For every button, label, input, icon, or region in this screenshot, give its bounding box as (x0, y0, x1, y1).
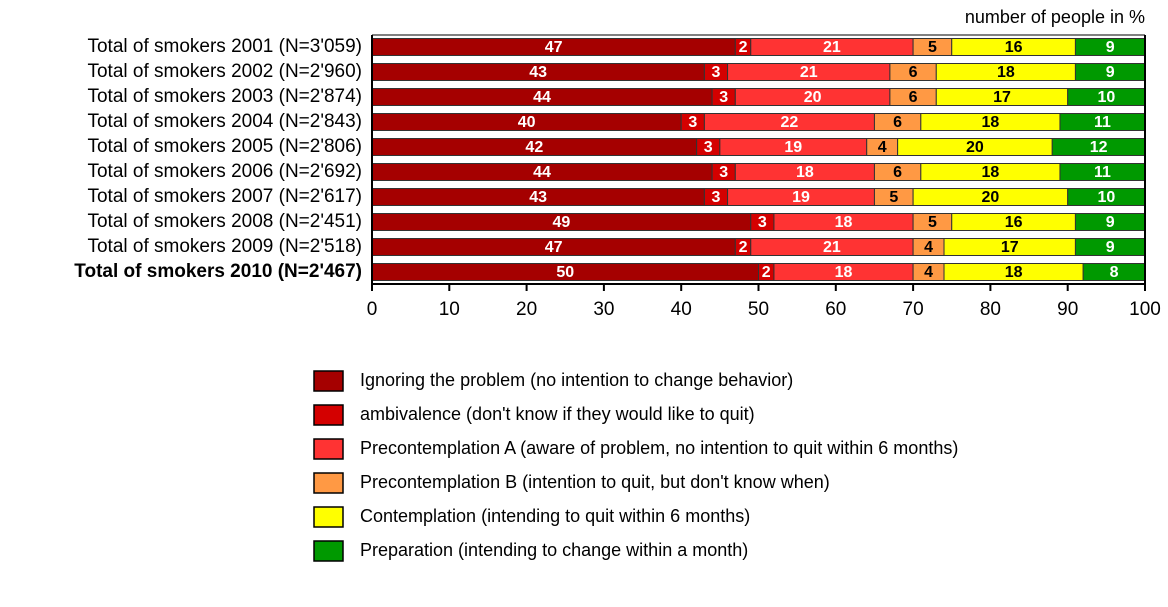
x-tick-label: 60 (825, 299, 846, 320)
legend-label: ambivalence (don't know if they would li… (360, 404, 755, 424)
value-label: 3 (712, 189, 721, 206)
legend-label: Precontemplation A (aware of problem, no… (360, 438, 958, 458)
value-label: 50 (556, 264, 574, 281)
value-label: 3 (758, 214, 767, 231)
x-tick-label: 50 (748, 299, 769, 320)
category-label: Total of smokers 2005 (N=2'806) (87, 136, 362, 157)
legend-swatch (313, 404, 344, 426)
value-label: 18 (997, 64, 1015, 81)
value-label: 11 (1094, 114, 1111, 131)
value-label: 47 (545, 239, 563, 256)
value-label: 3 (688, 114, 697, 131)
value-label: 2 (739, 39, 748, 56)
category-label: Total of smokers 2007 (N=2'617) (87, 186, 362, 207)
value-label: 3 (704, 139, 713, 156)
category-label: Total of smokers 2001 (N=3'059) (87, 36, 362, 57)
value-label: 2 (762, 264, 771, 281)
value-label: 6 (893, 114, 902, 131)
value-label: 18 (982, 114, 1000, 131)
axis-label: number of people in % (965, 7, 1145, 27)
value-label: 5 (928, 39, 937, 56)
value-label: 9 (1106, 214, 1115, 231)
value-label: 43 (529, 189, 547, 206)
value-label: 18 (835, 264, 853, 281)
legend-swatch (313, 438, 344, 460)
value-label: 44 (533, 164, 551, 181)
legend-swatch (313, 506, 344, 528)
value-label: 6 (909, 64, 918, 81)
value-label: 18 (1005, 264, 1023, 281)
category-label: Total of smokers 2002 (N=2'960) (87, 61, 362, 82)
value-label: 20 (966, 139, 984, 156)
value-label: 21 (823, 39, 841, 56)
category-label: Total of smokers 2004 (N=2'843) (87, 111, 362, 132)
value-label: 22 (781, 114, 799, 131)
value-label: 11 (1094, 164, 1111, 181)
value-label: 2 (739, 239, 748, 256)
value-label: 16 (1005, 39, 1023, 56)
value-label: 3 (719, 89, 728, 106)
value-label: 5 (928, 214, 937, 231)
legend-label: Ignoring the problem (no intention to ch… (360, 370, 793, 390)
value-label: 42 (525, 139, 543, 156)
category-label: Total of smokers 2006 (N=2'692) (87, 161, 362, 182)
value-label: 10 (1097, 189, 1115, 206)
x-tick-label: 20 (516, 299, 537, 320)
legend-label: Preparation (intending to change within … (360, 540, 748, 560)
category-label: Total of smokers 2003 (N=2'874) (87, 86, 362, 107)
legend-label: Contemplation (intending to quit within … (360, 506, 750, 526)
legend-swatch (313, 540, 344, 562)
x-tick-label: 70 (903, 299, 924, 320)
value-label: 19 (792, 189, 810, 206)
value-label: 9 (1106, 39, 1115, 56)
value-label: 21 (823, 239, 841, 256)
value-label: 9 (1106, 239, 1115, 256)
value-label: 20 (982, 189, 1000, 206)
value-label: 17 (993, 89, 1011, 106)
value-label: 44 (533, 89, 551, 106)
value-label: 3 (712, 64, 721, 81)
x-tick-label: 10 (439, 299, 460, 320)
category-label: Total of smokers 2008 (N=2'451) (87, 211, 362, 232)
x-tick-label: 30 (593, 299, 614, 320)
value-label: 3 (719, 164, 728, 181)
value-label: 10 (1097, 89, 1115, 106)
value-label: 49 (552, 214, 570, 231)
value-label: 18 (835, 214, 853, 231)
x-tick-label: 40 (671, 299, 692, 320)
value-label: 8 (1110, 264, 1119, 281)
value-label: 16 (1005, 214, 1023, 231)
x-tick-label: 80 (980, 299, 1001, 320)
value-label: 18 (982, 164, 1000, 181)
value-label: 4 (924, 264, 933, 281)
legend-label: Precontemplation B (intention to quit, b… (360, 472, 830, 492)
category-label: Total of smokers 2009 (N=2'518) (87, 236, 362, 257)
value-label: 4 (924, 239, 933, 256)
value-label: 6 (893, 164, 902, 181)
value-label: 9 (1106, 64, 1115, 81)
x-tick-label: 100 (1129, 299, 1161, 320)
category-label: Total of smokers 2010 (N=2'467) (74, 261, 362, 282)
value-label: 21 (800, 64, 818, 81)
value-label: 20 (804, 89, 822, 106)
value-label: 4 (878, 139, 887, 156)
value-label: 18 (796, 164, 814, 181)
x-tick-label: 90 (1057, 299, 1078, 320)
value-label: 12 (1090, 139, 1108, 156)
legend-swatch (313, 370, 344, 392)
value-label: 43 (529, 64, 547, 81)
legend-swatch (313, 472, 344, 494)
value-label: 19 (784, 139, 802, 156)
x-tick-label: 0 (367, 299, 378, 320)
value-label: 40 (518, 114, 536, 131)
value-label: 6 (909, 89, 918, 106)
value-label: 17 (1001, 239, 1019, 256)
value-label: 47 (545, 39, 563, 56)
value-label: 5 (889, 189, 898, 206)
